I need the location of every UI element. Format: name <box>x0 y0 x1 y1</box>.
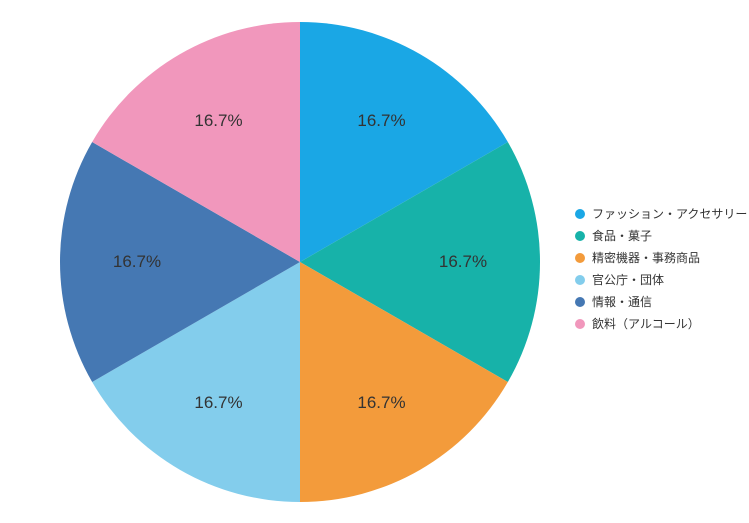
legend-swatch <box>575 275 585 285</box>
legend-label: 飲料（アルコール） <box>592 315 700 332</box>
legend-item: 情報・通信 <box>575 293 747 310</box>
legend-swatch <box>575 319 585 329</box>
legend-swatch <box>575 231 585 241</box>
legend-label: 精密機器・事務商品 <box>592 249 700 266</box>
legend-item: 官公庁・団体 <box>575 271 747 288</box>
legend-item: 食品・菓子 <box>575 227 747 244</box>
legend-item: ファッション・アクセサリー <box>575 205 747 222</box>
legend-label: 情報・通信 <box>592 293 652 310</box>
legend-label: 食品・菓子 <box>592 227 652 244</box>
legend-label: 官公庁・団体 <box>592 271 664 288</box>
legend-item: 精密機器・事務商品 <box>575 249 747 266</box>
pie-chart: 16.7%16.7%16.7%16.7%16.7%16.7% <box>60 22 540 502</box>
legend-swatch <box>575 209 585 219</box>
legend-label: ファッション・アクセサリー <box>592 205 747 222</box>
legend-swatch <box>575 297 585 307</box>
legend-item: 飲料（アルコール） <box>575 315 747 332</box>
chart-stage: 16.7%16.7%16.7%16.7%16.7%16.7% ファッション・アク… <box>0 0 749 523</box>
legend: ファッション・アクセサリー食品・菓子精密機器・事務商品官公庁・団体情報・通信飲料… <box>575 205 747 332</box>
pie-svg <box>60 22 540 502</box>
legend-swatch <box>575 253 585 263</box>
